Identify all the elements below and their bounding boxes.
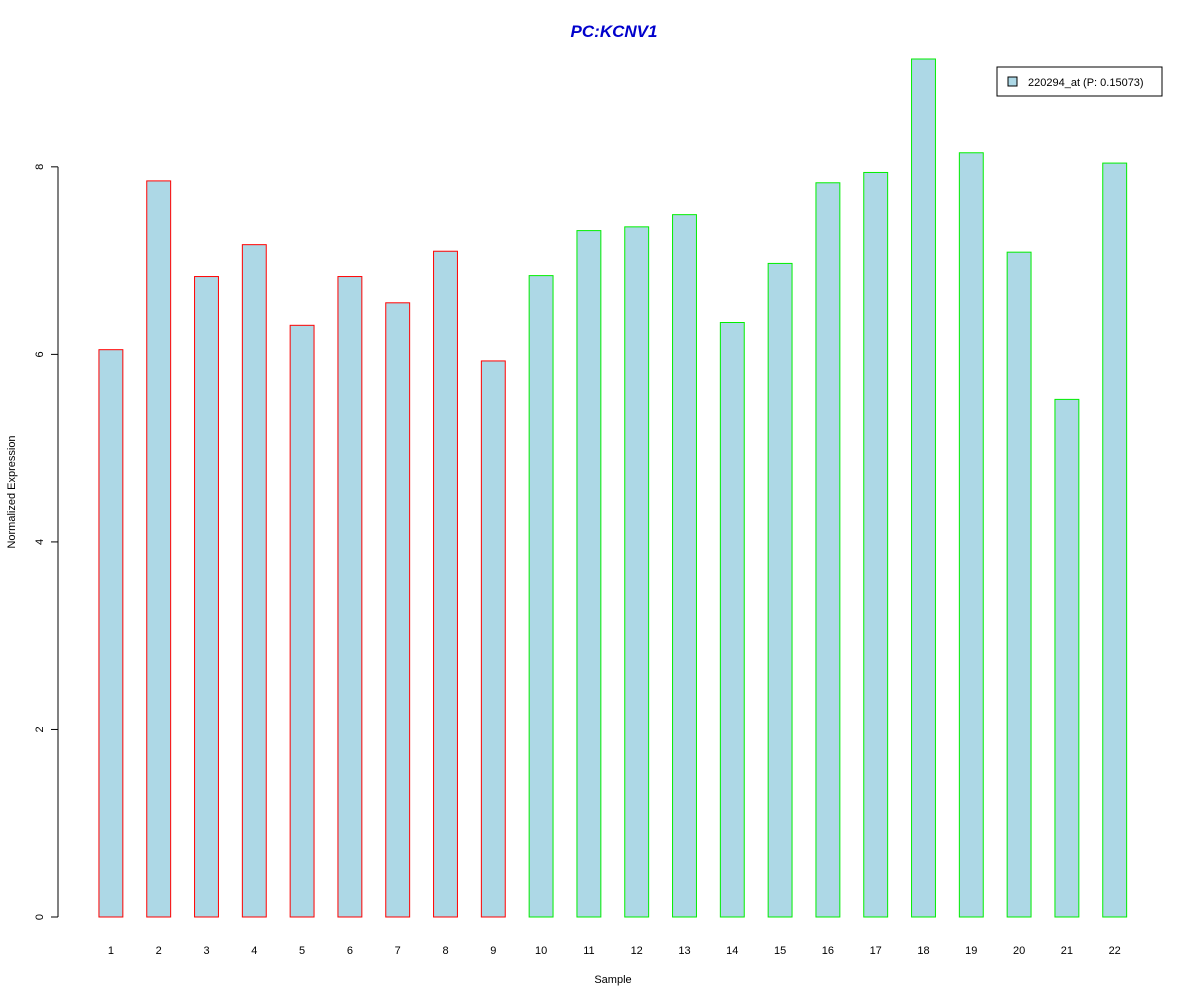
x-tick-label: 8 xyxy=(442,945,448,957)
bar-sample-12 xyxy=(624,226,650,918)
bar-sample-3 xyxy=(194,276,219,918)
x-tick-label: 11 xyxy=(583,945,594,957)
x-tick-label: 16 xyxy=(822,945,834,957)
y-tick-label: 0 xyxy=(34,914,46,920)
x-tick-label: 12 xyxy=(631,945,643,957)
x-tick-label: 3 xyxy=(203,945,209,957)
bar-sample-10 xyxy=(528,275,554,918)
bar-sample-7 xyxy=(385,302,411,918)
bar-sample-15 xyxy=(767,262,793,918)
bar-sample-6 xyxy=(337,276,363,918)
x-tick-label: 13 xyxy=(678,945,690,957)
x-tick-label: 4 xyxy=(251,945,257,957)
x-tick-label: 19 xyxy=(965,945,977,957)
x-tick-label: 14 xyxy=(726,945,738,957)
chart-title: PC:KCNV1 xyxy=(571,22,658,41)
bar-sample-18 xyxy=(911,58,936,918)
bar-sample-13 xyxy=(672,214,697,918)
bar-sample-4 xyxy=(241,244,267,918)
bar-sample-19 xyxy=(958,152,984,918)
x-tick-label: 21 xyxy=(1061,945,1073,957)
bar-sample-9 xyxy=(480,360,506,918)
x-tick-label: 7 xyxy=(395,945,401,957)
x-tick-label: 15 xyxy=(774,945,786,957)
legend-swatch xyxy=(1007,76,1018,87)
bar-sample-5 xyxy=(289,324,315,918)
x-tick-label: 9 xyxy=(490,945,496,957)
bar-sample-20 xyxy=(1006,251,1032,918)
legend-label: 220294_at (P: 0.15073) xyxy=(1028,77,1144,89)
y-tick-label: 6 xyxy=(34,351,46,357)
x-tick-labels: 1 2 3 4 5 6 7 8 9 10 11 12 13 14 15 16 17 18 19 20 21 22 xyxy=(108,945,1121,957)
bar-sample-16 xyxy=(815,182,841,918)
x-tick-label: 1 xyxy=(108,945,114,957)
bar-sample-8 xyxy=(433,250,458,918)
x-tick-label: 5 xyxy=(299,945,305,957)
y-tick-label: 4 xyxy=(34,539,46,545)
bar-sample-1 xyxy=(98,349,124,918)
bar-sample-14 xyxy=(719,321,745,918)
bar-sample-11 xyxy=(576,230,602,918)
x-tick-label: 20 xyxy=(1013,945,1025,957)
x-tick-label: 18 xyxy=(917,945,929,957)
bar-sample-2 xyxy=(146,180,172,918)
bars-group xyxy=(98,58,1128,918)
legend-box xyxy=(996,66,1163,97)
y-axis: 0 2 4 6 8 xyxy=(34,164,59,920)
x-axis-label: Sample xyxy=(594,974,631,986)
bar-sample-17 xyxy=(863,171,889,918)
y-axis-label: Normalized Expression xyxy=(6,435,18,548)
x-tick-label: 10 xyxy=(535,945,547,957)
bar-sample-22 xyxy=(1102,162,1128,918)
x-tick-label: 22 xyxy=(1109,945,1121,957)
y-tick-label: 2 xyxy=(34,726,46,732)
x-tick-label: 6 xyxy=(347,945,353,957)
bar-sample-21 xyxy=(1054,398,1080,918)
x-tick-label: 17 xyxy=(870,945,882,957)
legend: 220294_at (P: 0.15073) xyxy=(996,66,1163,97)
y-tick-label: 8 xyxy=(34,164,46,170)
x-tick-label: 2 xyxy=(156,945,162,957)
